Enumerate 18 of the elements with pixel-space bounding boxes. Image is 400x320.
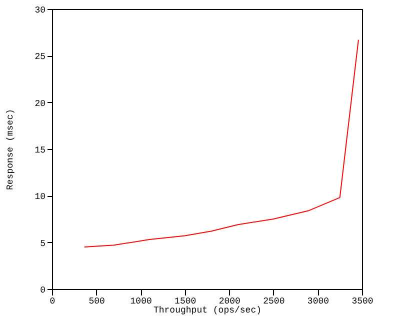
x-tick-label: 2500 — [263, 296, 285, 306]
x-tick-label: 3000 — [307, 296, 330, 306]
y-axis-title: Response (msec) — [6, 108, 16, 190]
x-tick-label: 0 — [50, 296, 56, 306]
y-tick-label: 20 — [34, 98, 46, 109]
x-tick-label: 1000 — [130, 296, 152, 306]
x-tick-label: 2000 — [218, 296, 240, 306]
x-axis-title: Throughput (ops/sec) — [153, 306, 262, 316]
x-tick-label: 500 — [88, 296, 105, 306]
y-tick-label: 10 — [34, 192, 46, 202]
y-tick-label: 15 — [34, 146, 46, 156]
y-tick-label: 0 — [40, 286, 46, 296]
line-series — [84, 39, 359, 248]
x-tick-label: 1500 — [174, 296, 196, 306]
y-tick-label: 5 — [40, 238, 46, 249]
y-tick-label: 30 — [34, 6, 46, 16]
x-tick-label: 3500 — [352, 296, 374, 306]
y-tick-label: 25 — [34, 52, 46, 62]
